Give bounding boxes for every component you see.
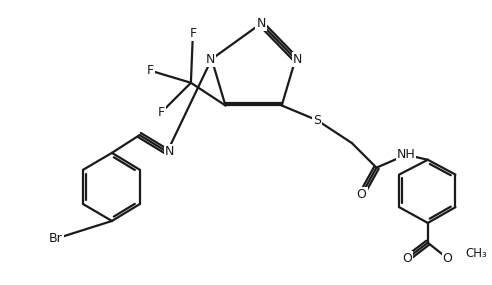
Text: NH: NH (397, 148, 415, 161)
Text: O: O (357, 188, 367, 201)
Text: S: S (313, 114, 321, 127)
Text: N: N (164, 145, 174, 158)
Text: F: F (158, 106, 165, 119)
Text: Br: Br (49, 232, 62, 245)
Text: O: O (402, 252, 412, 265)
Text: N: N (293, 53, 302, 66)
Text: N: N (256, 17, 266, 30)
Text: F: F (189, 27, 196, 40)
Text: F: F (147, 64, 154, 78)
Text: O: O (443, 252, 453, 265)
Text: N: N (206, 53, 215, 66)
Text: CH₃: CH₃ (465, 247, 487, 260)
